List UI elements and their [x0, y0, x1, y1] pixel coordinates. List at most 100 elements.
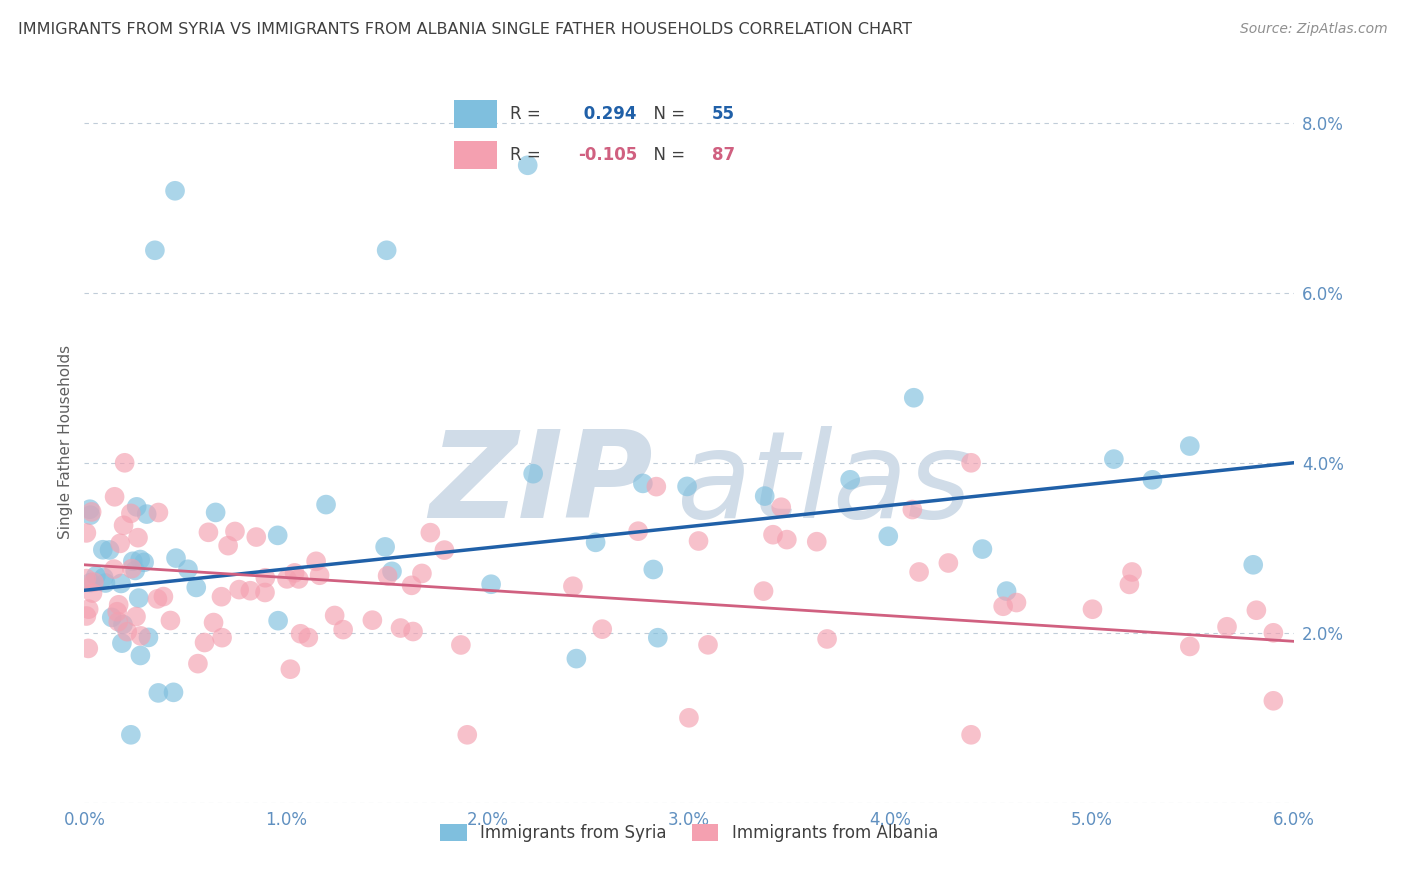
Point: [228, 582, 250, 597]
Point: [631, 476, 654, 491]
Point: [361, 613, 384, 627]
Point: [105, 605, 128, 619]
Point: [121, 554, 143, 568]
Point: [688, 534, 710, 549]
Point: [1216, 620, 1239, 634]
Point: [108, 536, 131, 550]
Point: [401, 578, 423, 592]
Point: [1178, 439, 1201, 453]
Point: [211, 631, 233, 645]
Point: [84, 569, 107, 583]
Point: [211, 590, 233, 604]
Point: [643, 562, 665, 576]
Point: [1102, 452, 1125, 467]
Point: [770, 500, 793, 515]
Point: [323, 608, 346, 623]
Point: [375, 244, 398, 258]
Point: [297, 631, 319, 645]
Point: [79, 508, 101, 523]
Point: [107, 598, 129, 612]
Point: [901, 502, 924, 516]
Point: [1142, 473, 1164, 487]
Point: [146, 591, 169, 606]
Point: [129, 552, 152, 566]
Text: ZIP: ZIP: [429, 426, 652, 543]
Point: [129, 648, 152, 663]
Point: [1121, 565, 1143, 579]
Point: [114, 456, 136, 470]
Point: [177, 562, 200, 576]
Point: [908, 565, 931, 579]
Point: [162, 685, 184, 699]
Point: [678, 711, 700, 725]
Point: [411, 566, 433, 581]
Point: [148, 506, 170, 520]
Point: [627, 524, 650, 538]
Point: [120, 728, 142, 742]
Point: [187, 657, 209, 671]
Point: [186, 581, 208, 595]
Text: Source: ZipAtlas.com: Source: ZipAtlas.com: [1240, 22, 1388, 37]
Point: [762, 527, 785, 541]
Point: [138, 631, 160, 645]
Point: [305, 554, 328, 568]
Point: [83, 575, 105, 590]
Point: [120, 507, 142, 521]
Point: [98, 543, 121, 558]
Point: [100, 610, 122, 624]
Point: [1246, 603, 1268, 617]
Point: [1263, 625, 1285, 640]
Point: [267, 614, 290, 628]
Point: [104, 490, 127, 504]
Point: [103, 562, 125, 576]
Point: [152, 590, 174, 604]
Point: [776, 533, 799, 547]
Point: [75, 572, 97, 586]
Point: [125, 609, 148, 624]
Point: [290, 626, 312, 640]
Point: [972, 542, 994, 557]
Point: [377, 569, 399, 583]
Point: [565, 651, 588, 665]
Point: [93, 570, 115, 584]
Point: [217, 539, 239, 553]
Point: [276, 572, 298, 586]
Point: [1081, 602, 1104, 616]
Point: [121, 562, 143, 576]
Point: [815, 632, 838, 646]
Point: [165, 551, 187, 566]
Point: [1118, 577, 1140, 591]
Point: [129, 629, 152, 643]
Point: [80, 505, 103, 519]
Point: [115, 624, 138, 639]
Point: [253, 585, 276, 599]
Point: [754, 489, 776, 503]
Point: [107, 615, 129, 629]
Point: [960, 456, 983, 470]
Point: [1263, 694, 1285, 708]
Point: [94, 576, 117, 591]
Point: [991, 599, 1014, 614]
Point: [1005, 596, 1028, 610]
Point: [135, 507, 157, 521]
Point: [995, 584, 1018, 599]
Point: [111, 636, 134, 650]
Point: [676, 479, 699, 493]
Point: [82, 586, 104, 600]
Point: [245, 530, 267, 544]
Point: [159, 614, 181, 628]
Point: [381, 565, 404, 579]
Point: [697, 638, 720, 652]
Point: [148, 686, 170, 700]
Point: [91, 542, 114, 557]
Point: [197, 525, 219, 540]
Point: [124, 564, 146, 578]
Point: [77, 602, 100, 616]
Point: [585, 535, 607, 549]
Point: [239, 583, 262, 598]
Point: [110, 576, 132, 591]
Point: [79, 502, 101, 516]
Point: [456, 728, 478, 742]
Point: [284, 566, 307, 580]
Text: atlas: atlas: [676, 426, 972, 543]
